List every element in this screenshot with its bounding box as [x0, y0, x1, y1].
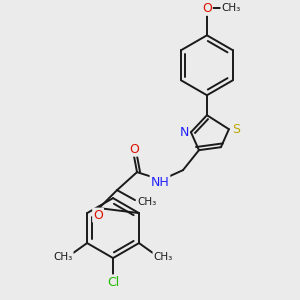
Text: CH₃: CH₃: [221, 3, 241, 13]
Text: NH: NH: [151, 176, 169, 189]
Text: O: O: [93, 208, 103, 222]
Text: CH₃: CH₃: [153, 252, 172, 262]
Text: N: N: [179, 126, 189, 139]
Text: CH₃: CH₃: [137, 197, 157, 207]
Text: O: O: [129, 143, 139, 156]
Text: O: O: [202, 2, 212, 15]
Text: Cl: Cl: [107, 275, 119, 289]
Text: CH₃: CH₃: [53, 252, 73, 262]
Text: S: S: [232, 123, 240, 136]
